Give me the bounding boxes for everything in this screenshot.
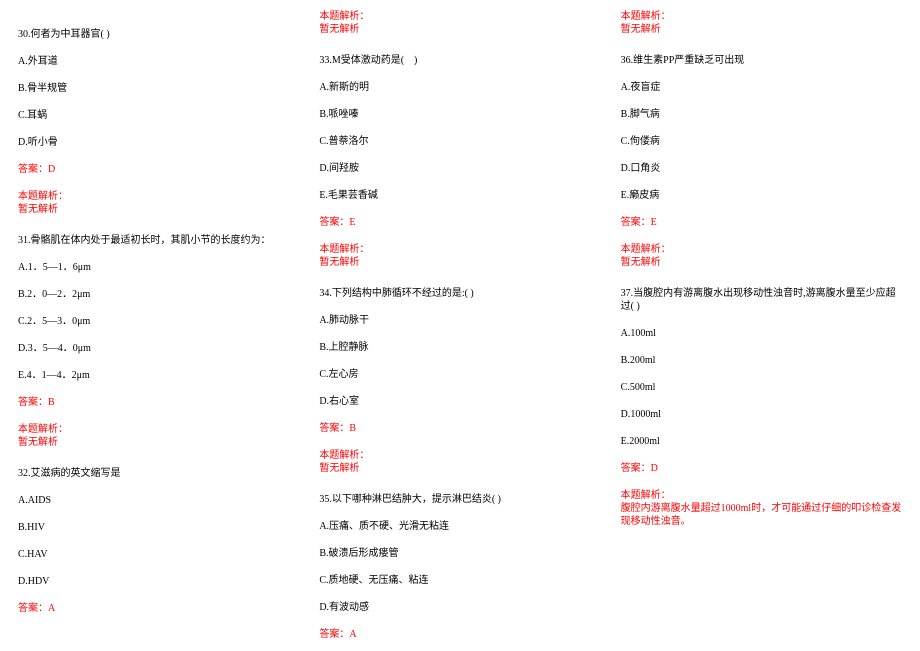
- q33-explain-label: 本题解析：: [319, 243, 600, 256]
- q33-opt-a: A.新斯的明: [319, 81, 600, 94]
- q36-opt-a: A.夜盲症: [621, 81, 902, 94]
- q36-stem: 36.维生素PP严重缺乏可出现: [621, 54, 902, 67]
- q32-explain-label: 本题解析：: [319, 10, 600, 23]
- q30-opt-b: B.骨半规管: [18, 82, 299, 95]
- q35-explain-body: 暂无解析: [621, 23, 902, 36]
- q-num: 30: [18, 29, 28, 40]
- q30-explain-body: 暂无解析: [18, 203, 299, 216]
- q32-explain-body: 暂无解析: [319, 23, 600, 36]
- q37-opt-a: A.100ml: [621, 327, 902, 340]
- q36-opt-d: D.口角炎: [621, 162, 902, 175]
- q31-stem: 31.骨骼肌在体内处于最适初长时，其肌小节的长度约为：: [18, 234, 299, 247]
- q-text: 以下哪种淋巴结肿大，提示淋巴结炎( ): [332, 494, 501, 505]
- q33-opt-d: D.间羟胺: [319, 162, 600, 175]
- q-num: 31: [18, 235, 28, 246]
- q32-answer: 答案：A: [18, 602, 299, 615]
- q33-explain-body: 暂无解析: [319, 256, 600, 269]
- q37-explain-label: 本题解析：: [621, 489, 902, 502]
- q30-stem: 30.何者为中耳器官( ): [18, 28, 299, 41]
- q-num: 33: [319, 55, 329, 66]
- q36-explain-label: 本题解析：: [621, 243, 902, 256]
- q31-answer: 答案：B: [18, 396, 299, 409]
- q37-opt-e: E.2000ml: [621, 435, 902, 448]
- q31-opt-d: D.3．5—4．0μm: [18, 342, 299, 355]
- q33-opt-b: B.哌唑嗪: [319, 108, 600, 121]
- q30-opt-a: A.外耳道: [18, 55, 299, 68]
- q34-opt-b: B.上腔静脉: [319, 341, 600, 354]
- exam-page: 30.何者为中耳器官( ) A.外耳道 B.骨半规管 C.耳蜗 D.听小骨 答案…: [0, 0, 920, 651]
- q35-opt-c: C.质地硬、无压痛、粘连: [319, 574, 600, 587]
- q31-explain-body: 暂无解析: [18, 436, 299, 449]
- q35-stem: 35.以下哪种淋巴结肿大，提示淋巴结炎( ): [319, 493, 600, 506]
- q35-answer: 答案：A: [319, 628, 600, 641]
- q35-explain-label: 本题解析：: [621, 10, 902, 23]
- q-text: 维生素PP严重缺乏可出现: [633, 55, 744, 66]
- q35-opt-a: A.压痛、质不硬、光滑无粘连: [319, 520, 600, 533]
- q37-explain-body: 腹腔内游离腹水量超过1000ml时，才可能通过仔细的叩诊检查发现移动性浊音。: [621, 502, 902, 528]
- q31-explain-label: 本题解析：: [18, 423, 299, 436]
- q31-opt-b: B.2．0—2．2μm: [18, 288, 299, 301]
- q35-opt-b: B.破溃后形成瘘管: [319, 547, 600, 560]
- q32-opt-b: B.HIV: [18, 521, 299, 534]
- q37-answer: 答案：D: [621, 462, 902, 475]
- q-text: 下列结构中肺循环不经过的是:( ): [332, 288, 474, 299]
- q34-answer: 答案：B: [319, 422, 600, 435]
- q36-explain-body: 暂无解析: [621, 256, 902, 269]
- q37-opt-d: D.1000ml: [621, 408, 902, 421]
- q-num: 34: [319, 288, 329, 299]
- q-num: 36: [621, 55, 631, 66]
- q33-answer: 答案：E: [319, 216, 600, 229]
- q34-explain-body: 暂无解析: [319, 462, 600, 475]
- q30-answer: 答案：D: [18, 163, 299, 176]
- q-num: 35: [319, 494, 329, 505]
- q32-opt-d: D.HDV: [18, 575, 299, 588]
- q31-opt-e: E.4．1—4．2μm: [18, 369, 299, 382]
- q37-stem: 37.当腹腔内有游离腹水出现移动性浊音时,游离腹水量至少应超过( ): [621, 287, 902, 313]
- q37-opt-b: B.200ml: [621, 354, 902, 367]
- q32-opt-a: A.AIDS: [18, 494, 299, 507]
- q-num: 37: [621, 288, 631, 299]
- q37-opt-c: C.500ml: [621, 381, 902, 394]
- q34-stem: 34.下列结构中肺循环不经过的是:( ): [319, 287, 600, 300]
- q30-opt-c: C.耳蜗: [18, 109, 299, 122]
- q30-opt-d: D.听小骨: [18, 136, 299, 149]
- q32-opt-c: C.HAV: [18, 548, 299, 561]
- q-num: 32: [18, 468, 28, 479]
- q36-opt-b: B.脚气病: [621, 108, 902, 121]
- q34-opt-a: A.肺动脉干: [319, 314, 600, 327]
- q32-stem: 32.艾滋病的英文缩写是: [18, 467, 299, 480]
- q34-explain-label: 本题解析：: [319, 449, 600, 462]
- q31-opt-c: C.2．5—3．0μm: [18, 315, 299, 328]
- q33-opt-c: C.普萘洛尔: [319, 135, 600, 148]
- q-text: 当腹腔内有游离腹水出现移动性浊音时,游离腹水量至少应超过( ): [621, 288, 896, 312]
- q34-opt-c: C.左心房: [319, 368, 600, 381]
- q36-opt-c: C.佝偻病: [621, 135, 902, 148]
- q-text: M受体激动药是( ): [332, 55, 418, 66]
- q-text: 骨骼肌在体内处于最适初长时，其肌小节的长度约为：: [31, 235, 271, 246]
- q33-stem: 33.M受体激动药是( ): [319, 54, 600, 67]
- q36-opt-e: E.癞皮病: [621, 189, 902, 202]
- q31-opt-a: A.1．5—1．6μm: [18, 261, 299, 274]
- q36-answer: 答案：E: [621, 216, 902, 229]
- q30-explain-label: 本题解析：: [18, 190, 299, 203]
- q35-opt-d: D.有波动感: [319, 601, 600, 614]
- q-text: 何者为中耳器官( ): [31, 29, 110, 40]
- q-text: 艾滋病的英文缩写是: [31, 468, 121, 479]
- q33-opt-e: E.毛果芸香碱: [319, 189, 600, 202]
- q34-opt-d: D.右心室: [319, 395, 600, 408]
